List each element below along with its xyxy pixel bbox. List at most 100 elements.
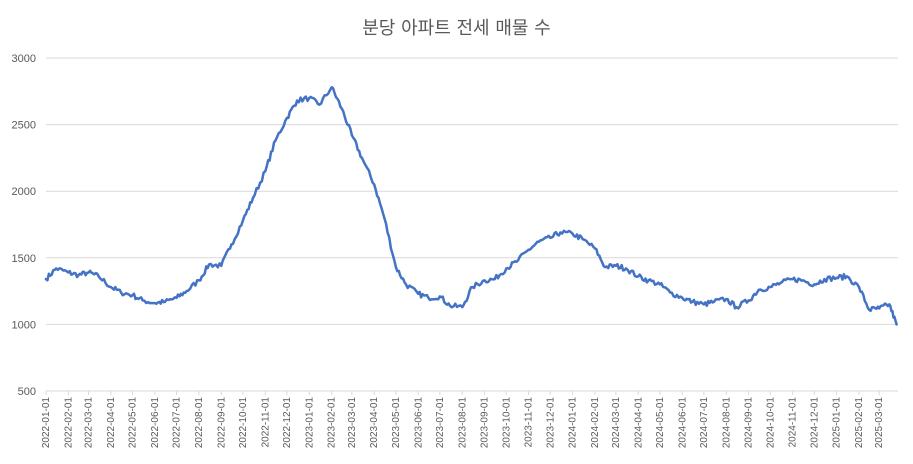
data-point — [624, 267, 628, 270]
data-point — [515, 260, 518, 263]
data-point — [658, 283, 662, 286]
x-tick-label: 2025-01-01 — [832, 397, 843, 449]
data-point — [67, 271, 70, 274]
data-point — [691, 300, 694, 303]
data-point — [285, 116, 289, 120]
data-point — [77, 273, 80, 277]
data-point — [153, 301, 157, 305]
data-point — [647, 279, 650, 282]
y-tick-label: 1500 — [12, 253, 36, 265]
x-tick-label: 2023-02-01 — [327, 397, 338, 449]
x-tick-label: 2022-03-01 — [84, 397, 95, 449]
data-point — [747, 299, 750, 302]
x-tick-label: 2022-04-01 — [106, 397, 117, 449]
data-point — [109, 285, 113, 289]
x-tick-label: 2022-11-01 — [260, 397, 271, 448]
data-point — [350, 134, 354, 137]
data-point — [417, 292, 420, 295]
data-point — [207, 263, 211, 266]
data-point — [813, 283, 816, 286]
data-point — [87, 271, 90, 274]
x-tick-label: 2024-03-01 — [611, 397, 622, 449]
y-tick-label: 1000 — [12, 319, 36, 331]
x-tick-label: 2024-04-01 — [633, 397, 644, 449]
data-point — [668, 291, 672, 294]
data-point — [44, 277, 48, 281]
data-point — [220, 264, 223, 267]
y-tick-label: 2000 — [12, 186, 36, 198]
data-point — [404, 283, 408, 286]
data-point — [264, 170, 267, 173]
data-point — [857, 285, 861, 289]
data-point — [801, 279, 804, 282]
data-point — [867, 308, 871, 311]
x-tick-label: 2024-05-01 — [655, 397, 666, 449]
data-point — [845, 275, 848, 278]
x-tick-label: 2022-05-01 — [128, 397, 139, 449]
data-point — [448, 304, 452, 307]
x-tick-label: 2023-12-01 — [545, 397, 556, 449]
x-tick-label: 2024-08-01 — [721, 397, 732, 449]
x-tick-label: 2024-12-01 — [809, 397, 820, 449]
x-tick-label: 2023-05-01 — [391, 397, 402, 449]
data-point — [427, 296, 430, 299]
data-point — [175, 296, 178, 299]
data-point — [527, 248, 530, 252]
data-point — [614, 264, 618, 267]
x-tick-label: 2022-10-01 — [238, 397, 249, 449]
y-tick-label: 500 — [18, 386, 36, 398]
data-point — [681, 296, 684, 299]
data-point — [593, 247, 597, 250]
data-point — [878, 307, 881, 310]
data-point — [493, 277, 496, 281]
data-point — [603, 265, 607, 269]
x-tick-label: 2023-07-01 — [435, 397, 446, 449]
data-point — [230, 243, 233, 246]
data-point — [895, 323, 898, 326]
data-point — [537, 240, 540, 244]
data-point — [637, 275, 640, 278]
series-line — [44, 86, 898, 326]
data-point — [360, 156, 364, 160]
x-tick-label: 2024-10-01 — [765, 397, 776, 449]
data-point — [330, 86, 333, 89]
data-point — [571, 232, 574, 236]
x-tick-label: 2025-03-01 — [874, 397, 885, 449]
x-tick-label: 2024-11-01 — [788, 397, 799, 448]
x-tick-label: 2022-12-01 — [282, 397, 293, 449]
data-point — [97, 275, 100, 278]
x-tick-label: 2023-01-01 — [304, 397, 315, 449]
data-point — [373, 183, 376, 186]
data-point — [438, 295, 442, 298]
data-point — [141, 299, 144, 302]
data-point — [835, 276, 838, 279]
data-point — [505, 267, 508, 270]
x-tick-label: 2022-01-01 — [41, 397, 52, 449]
data-point — [340, 107, 343, 110]
y-tick-label: 2500 — [12, 120, 36, 132]
x-tick-label: 2023-03-01 — [347, 397, 358, 449]
x-tick-label: 2022-02-01 — [63, 397, 74, 449]
x-tick-label: 2023-09-01 — [480, 397, 491, 449]
data-point — [888, 303, 891, 306]
data-point — [483, 279, 486, 282]
x-tick-label: 2024-02-01 — [590, 397, 601, 449]
x-tick-label: 2025-02-01 — [854, 397, 865, 449]
data-point — [295, 99, 299, 102]
data-point — [163, 300, 167, 303]
data-point — [735, 305, 738, 309]
x-tick-label: 2022-08-01 — [194, 397, 205, 449]
x-tick-label: 2023-08-01 — [457, 397, 468, 449]
data-point — [725, 297, 728, 301]
y-tick-label: 3000 — [12, 53, 36, 65]
x-tick-label: 2024-01-01 — [568, 397, 579, 449]
data-point — [308, 96, 311, 100]
x-tick-label: 2024-06-01 — [677, 397, 688, 449]
data-point — [383, 216, 386, 220]
data-point — [581, 237, 584, 241]
data-point — [702, 303, 706, 306]
x-tick-label: 2023-10-01 — [501, 397, 512, 449]
data-point — [471, 285, 474, 289]
